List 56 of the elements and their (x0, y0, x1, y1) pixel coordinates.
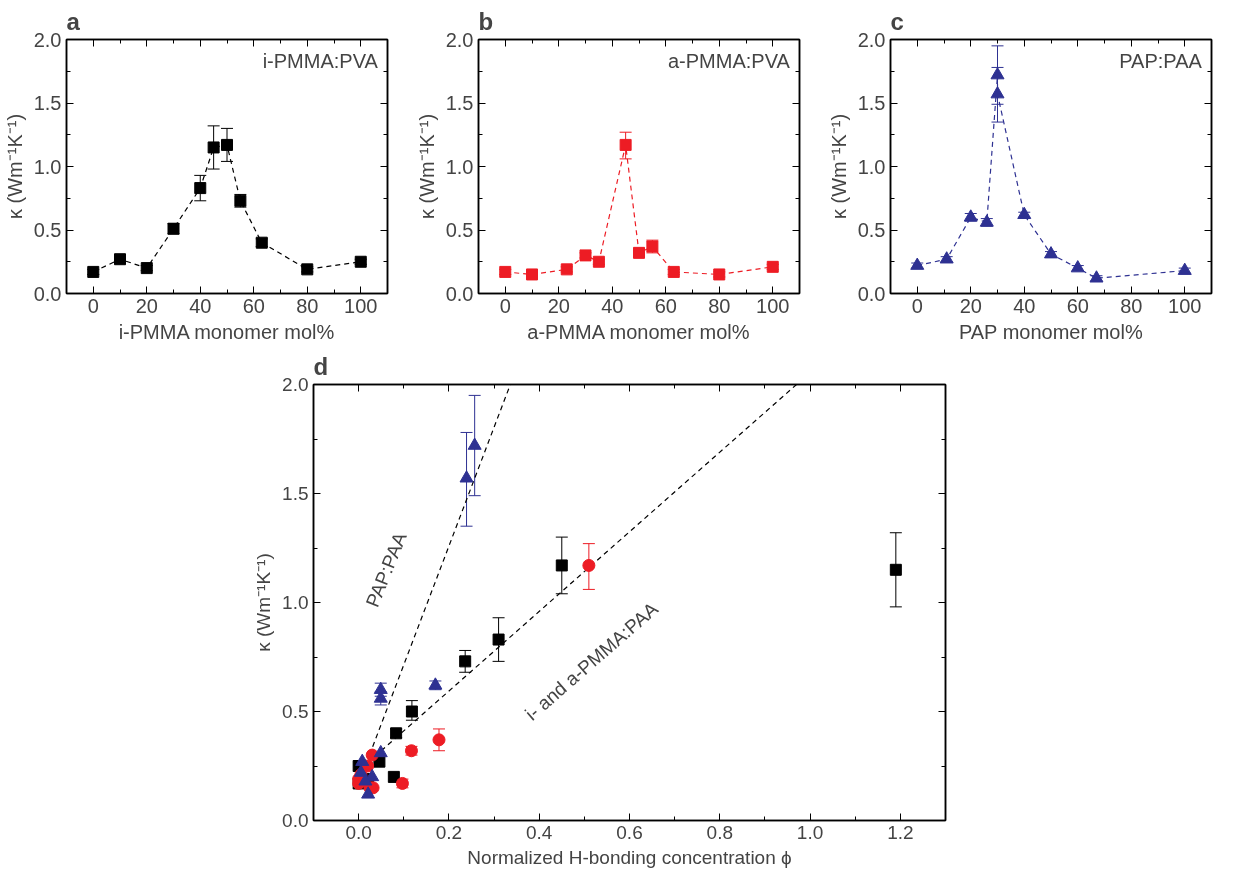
chart-title: d (313, 352, 329, 380)
x-tick-label: 80 (708, 294, 731, 317)
x-tick-label: 60 (242, 294, 265, 317)
y-axis-title: κ (Wm⁻¹K⁻¹) (3, 113, 26, 220)
y-tick-label: 1.5 (282, 483, 309, 504)
x-tick-label: 60 (1066, 294, 1089, 317)
chart-title: a (66, 7, 81, 35)
x-axis-title: a-PMMA monomer mol% (527, 320, 750, 343)
x-tick-label: 0.2 (435, 821, 463, 843)
x-tick-label: 40 (189, 294, 212, 317)
x-tick-label: 40 (1013, 294, 1036, 317)
x-tick-label: 20 (959, 294, 982, 317)
x-tick-label: 100 (344, 294, 378, 317)
y-tick-label: 2.0 (445, 28, 474, 51)
y-tick-label: 1.5 (33, 92, 62, 114)
annotation: i-PMMA:PVA (262, 49, 379, 72)
y-tick-label: 1.0 (33, 155, 62, 178)
chart-title: b (478, 7, 494, 35)
y-tick-label: 0.5 (857, 219, 886, 241)
annotation: a-PMMA:PVA (667, 49, 791, 72)
x-axis-title: i-PMMA monomer mol% (118, 320, 335, 343)
x-axis-title: PAP monomer mol% (958, 320, 1143, 343)
x-tick-label: 0.4 (526, 821, 553, 843)
x-tick-label: 0.6 (616, 821, 643, 843)
x-tick-label: 60 (654, 294, 677, 317)
y-axis-title: κ (Wm⁻¹K⁻¹) (253, 553, 275, 652)
x-tick-label: 1.0 (796, 821, 824, 843)
annotation: PAP:PAA (1119, 49, 1203, 72)
x-tick-label: 80 (1120, 294, 1143, 317)
x-tick-label: 80 (296, 294, 319, 317)
x-tick-label: 20 (547, 294, 570, 317)
y-tick-label: 2.0 (33, 28, 62, 51)
x-tick-label: 20 (135, 294, 158, 317)
x-tick-label: 100 (1168, 294, 1202, 317)
y-tick-label: 1.0 (282, 592, 309, 613)
y-axis-title: κ (Wm⁻¹K⁻¹) (827, 113, 850, 220)
y-axis-title: κ (Wm⁻¹K⁻¹) (415, 113, 438, 220)
y-tick-label: 0.5 (282, 701, 309, 722)
x-tick-label: 1.2 (887, 821, 914, 843)
x-axis-title: Normalized H-bonding concentration ϕ (467, 846, 792, 868)
x-tick-label: 0 (87, 294, 99, 317)
y-tick-label: 0.5 (445, 219, 474, 241)
y-tick-label: 1.5 (857, 92, 886, 114)
y-tick-label: 2.0 (282, 374, 309, 395)
y-tick-label: 0.5 (33, 219, 62, 241)
x-tick-label: 0 (911, 294, 923, 317)
y-tick-label: 1.0 (857, 155, 886, 178)
x-tick-label: 0.0 (345, 821, 372, 843)
y-tick-label: 1.0 (445, 155, 474, 178)
y-tick-label: 2.0 (857, 28, 886, 51)
chart-title: c (890, 7, 904, 35)
x-tick-label: 100 (756, 294, 790, 317)
x-tick-label: 0 (499, 294, 511, 317)
x-tick-label: 40 (601, 294, 624, 317)
y-tick-label: 1.5 (445, 92, 474, 114)
x-tick-label: 0.8 (706, 821, 733, 843)
